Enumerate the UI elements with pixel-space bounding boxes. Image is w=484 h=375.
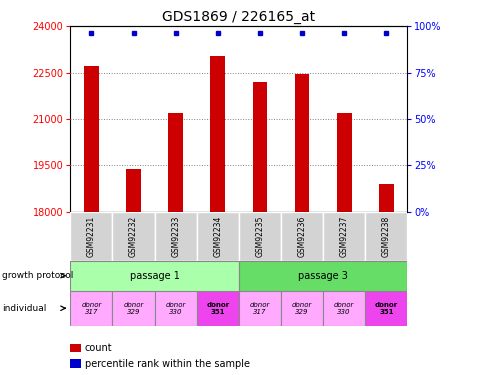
Bar: [70, 291, 112, 326]
Text: donor
330: donor 330: [165, 302, 185, 315]
FancyBboxPatch shape: [364, 212, 407, 261]
Text: donor
351: donor 351: [374, 302, 397, 315]
FancyBboxPatch shape: [112, 212, 154, 261]
Text: passage 3: passage 3: [298, 271, 348, 280]
Text: GSM92238: GSM92238: [381, 216, 390, 257]
Text: donor
329: donor 329: [291, 302, 312, 315]
FancyBboxPatch shape: [70, 212, 112, 261]
FancyBboxPatch shape: [197, 212, 238, 261]
Text: donor
351: donor 351: [206, 302, 229, 315]
FancyBboxPatch shape: [238, 212, 280, 261]
Text: GSM92236: GSM92236: [297, 216, 306, 257]
Bar: [126, 169, 141, 212]
Bar: [197, 291, 238, 326]
Text: donor
330: donor 330: [333, 302, 354, 315]
Text: GSM92234: GSM92234: [213, 216, 222, 257]
FancyBboxPatch shape: [280, 212, 322, 261]
Text: passage 1: passage 1: [129, 271, 179, 280]
Bar: [238, 291, 280, 326]
Bar: [154, 291, 197, 326]
Text: GSM92232: GSM92232: [129, 216, 138, 257]
Bar: [112, 291, 154, 326]
FancyBboxPatch shape: [154, 212, 197, 261]
Text: count: count: [85, 343, 112, 353]
Bar: [84, 66, 99, 212]
Bar: [238, 261, 407, 291]
Bar: [336, 113, 351, 212]
Bar: [294, 74, 309, 212]
Bar: [70, 261, 238, 291]
Bar: [280, 291, 322, 326]
Text: donor
317: donor 317: [81, 302, 101, 315]
Bar: [322, 291, 364, 326]
Title: GDS1869 / 226165_at: GDS1869 / 226165_at: [162, 10, 315, 24]
Text: GSM92237: GSM92237: [339, 216, 348, 257]
Text: growth protocol: growth protocol: [2, 271, 74, 280]
Text: percentile rank within the sample: percentile rank within the sample: [85, 359, 249, 369]
Text: GSM92235: GSM92235: [255, 216, 264, 257]
Text: individual: individual: [2, 304, 46, 313]
Text: GSM92233: GSM92233: [171, 216, 180, 257]
Text: donor
317: donor 317: [249, 302, 270, 315]
Bar: [210, 56, 225, 212]
Bar: [364, 291, 407, 326]
Bar: [168, 113, 182, 212]
FancyBboxPatch shape: [322, 212, 364, 261]
Bar: [378, 184, 393, 212]
Bar: [252, 82, 267, 212]
Text: donor
329: donor 329: [123, 302, 143, 315]
Text: GSM92231: GSM92231: [87, 216, 96, 257]
